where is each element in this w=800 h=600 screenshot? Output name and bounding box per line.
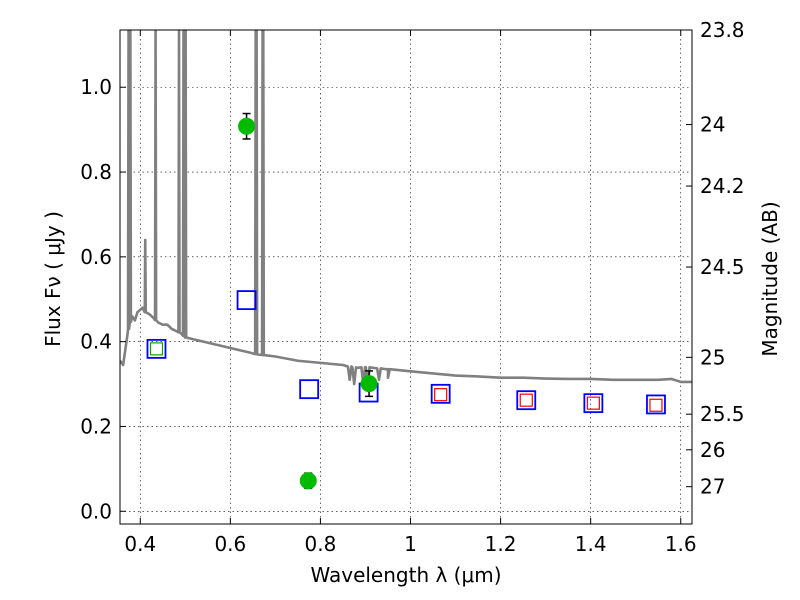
grid-lines [120, 30, 692, 524]
model-flux-square [236, 290, 257, 311]
inner-red-square [519, 393, 533, 407]
x-tick-label: 0.6 [214, 532, 246, 556]
y2-tick-label: 24 [700, 113, 725, 137]
plot-data [120, 30, 692, 490]
y2-tick-label: 23.8 [700, 18, 745, 42]
x-tick-label: 1.2 [485, 532, 517, 556]
y2-tick-label: 27 [700, 475, 725, 499]
y-tick-label: 0.2 [80, 414, 112, 438]
x-tick-label: 1 [404, 532, 417, 556]
model-flux-square [516, 390, 537, 411]
model-flux-square [583, 393, 604, 414]
y-axis-label: Flux Fν ( μJy ) [41, 211, 65, 347]
model-flux-square [299, 379, 320, 400]
y2-tick-label: 25 [700, 345, 725, 369]
observed-flux-point [238, 117, 256, 135]
model-flux-square [646, 394, 666, 415]
y-tick-label: 0.0 [80, 499, 112, 523]
y-tick-label: 0.8 [80, 160, 112, 184]
x-tick-label: 0.4 [124, 532, 156, 556]
model-spectrum-line [120, 30, 692, 390]
plot-frame [119, 29, 693, 525]
inner-red-square [649, 398, 663, 412]
observed-flux-point [299, 472, 317, 490]
y2-tick-label: 24.5 [700, 255, 745, 279]
model-flux-square [146, 338, 167, 359]
y2-axis-label: Magnitude (AB) [758, 201, 782, 356]
axis-labels: Wavelength λ (μm) Flux Fν ( μJy ) Magnit… [41, 201, 782, 587]
inner-red-square [586, 396, 600, 410]
model-flux-square [430, 383, 451, 404]
axis-ticks: 0.4 0.6 0.8 1 1.2 1.4 1.6 0.0 0.2 0.4 0.6 0.8 1.0 23.… [80, 18, 744, 556]
x-tick-label: 0.8 [305, 532, 337, 556]
y-tick-label: 0.4 [80, 330, 112, 354]
inner-green-square [149, 342, 164, 356]
observed-flux-point [360, 375, 378, 393]
inner-red-square [434, 388, 448, 402]
y-tick-label: 0.6 [80, 245, 112, 269]
x-tick-label: 1.4 [575, 532, 607, 556]
x-tick-label: 1.6 [665, 532, 697, 556]
y2-tick-label: 26 [700, 438, 725, 462]
y2-tick-label: 24.2 [700, 174, 745, 198]
y-tick-label: 1.0 [80, 75, 112, 99]
y2-tick-label: 25.5 [700, 402, 745, 426]
x-axis-label: Wavelength λ (μm) [310, 563, 501, 587]
